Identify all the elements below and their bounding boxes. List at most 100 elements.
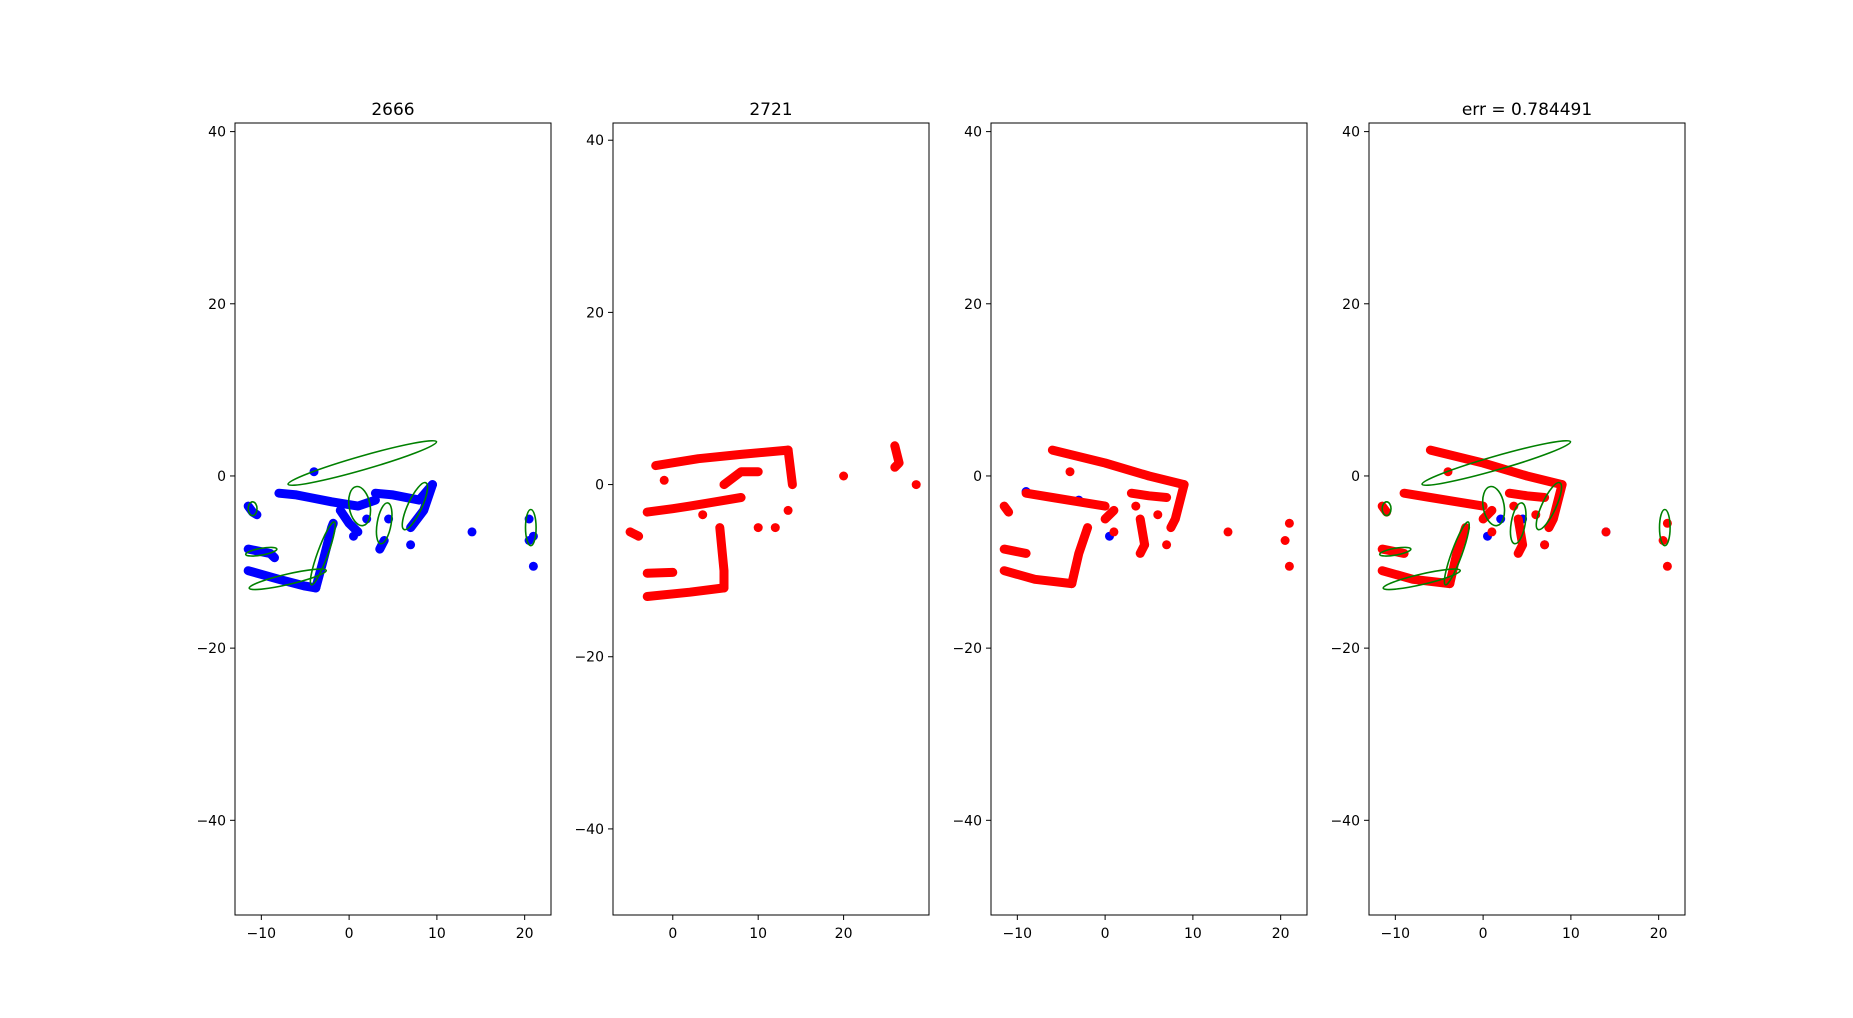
series-0-point-0 (839, 471, 849, 481)
series-2-ellipse-1 (1481, 485, 1506, 527)
subplot-2: 0 10 20 −40 −20 0 20 40 2721 (574, 100, 930, 942)
series-0-segment-3 (311, 518, 338, 593)
series-1-segment-1 (1166, 480, 1189, 533)
series-1-ellipse-8 (247, 501, 258, 517)
series-1-segment-2 (1067, 523, 1093, 589)
series-2-ellipse-6 (1443, 521, 1471, 586)
subplot-4: −10 0 10 20 −40 −20 0 20 40 err = 0.784491 (1330, 100, 1686, 942)
series-0-point-4 (770, 523, 780, 533)
series-0-point-7 (528, 561, 538, 571)
series-0-segment-2 (715, 523, 729, 593)
series-1-segment-0 (1425, 445, 1567, 490)
x-tick-label: 20 (516, 926, 534, 942)
y-tick-label: −40 (196, 813, 226, 829)
series-0-segment-3 (642, 583, 729, 601)
y-tick-label: −40 (574, 822, 604, 838)
series-0-segment-7 (719, 467, 763, 490)
y-tick-label: 40 (208, 125, 226, 141)
series-1-ellipse-6 (309, 521, 337, 586)
chart-title: err = 0.784491 (1462, 100, 1592, 120)
x-tick-label: 10 (428, 926, 446, 942)
series-1-point-4 (1280, 536, 1290, 545)
x-tick-label: 0 (345, 926, 354, 942)
series-2-ellipse-3 (1535, 481, 1563, 531)
x-tick-label: 0 (1101, 926, 1110, 942)
series-0-segment-2 (243, 566, 321, 593)
y-tick-label: 0 (595, 478, 604, 494)
series-1-point-2 (1162, 540, 1172, 550)
series-1-point-3 (1223, 527, 1233, 537)
y-tick-label: 40 (964, 125, 982, 141)
series-1-segment-9 (1135, 514, 1150, 558)
y-tick-label: −40 (1330, 813, 1360, 829)
subplot-1: −10 0 10 20 −40 −20 0 20 40 2666 (196, 100, 552, 942)
y-tick-label: 40 (1342, 125, 1360, 141)
plot-area (1377, 439, 1672, 591)
series-1-point-6 (1284, 518, 1294, 528)
series-2-ellipse-7 (1378, 546, 1412, 557)
x-tick-label: 10 (749, 926, 767, 942)
y-tick-label: 0 (1351, 469, 1360, 485)
series-2-ellipse-4 (1658, 508, 1671, 547)
x-tick-label: 10 (1184, 926, 1202, 942)
series-1-point-5 (1284, 561, 1294, 571)
series-0-point-5 (783, 505, 793, 515)
series-1-segment-3 (1377, 566, 1455, 589)
series-1-ellipse-4 (524, 508, 537, 547)
series-1-point-1 (1487, 527, 1497, 537)
x-tick-label: 20 (835, 926, 853, 942)
series-1-segment-6 (1399, 488, 1488, 511)
y-tick-label: −20 (574, 650, 604, 666)
x-tick-label: 0 (1479, 926, 1488, 942)
series-1-point-3 (1601, 527, 1611, 537)
series-2-ellipse-0 (1421, 439, 1572, 487)
series-1-ellipse-2 (375, 502, 393, 545)
series-1-ellipse-5 (248, 568, 328, 591)
axes-frame (1368, 122, 1686, 916)
series-1-ellipse-3 (401, 481, 429, 531)
series-0-segment-1 (783, 445, 797, 490)
y-tick-label: 20 (1342, 297, 1360, 313)
series-0-point-6 (698, 510, 708, 520)
series-0-segment-6 (406, 480, 437, 533)
x-tick-label: 0 (668, 926, 677, 942)
series-0-point-5 (467, 527, 477, 537)
plot-area (625, 441, 921, 601)
series-0-point-2 (659, 475, 669, 485)
y-tick-label: −20 (952, 641, 982, 657)
subplot-3: −10 0 10 20 −40 −20 0 20 40 (952, 122, 1308, 942)
series-1-ellipse-1 (347, 485, 372, 527)
y-tick-label: −40 (952, 813, 982, 829)
x-tick-label: −10 (1381, 926, 1411, 942)
y-tick-label: 40 (586, 133, 604, 149)
axes-frame (234, 122, 552, 916)
series-1-segment-2 (1445, 523, 1471, 589)
chart-title: 2721 (749, 100, 792, 120)
series-1-point-8 (1131, 501, 1141, 511)
series-1-segment-7 (1126, 488, 1172, 502)
series-2-ellipse-5 (1382, 568, 1462, 591)
series-1-segment-3 (999, 566, 1077, 589)
series-0-segment-8 (890, 441, 904, 472)
y-tick-label: 20 (964, 297, 982, 313)
series-0-segment-6 (642, 493, 746, 517)
y-tick-label: 0 (973, 469, 982, 485)
series-1-point-5 (1662, 561, 1672, 571)
series-2-ellipse-8 (1381, 501, 1392, 517)
series-1-segment-5 (999, 501, 1014, 517)
series-1-point-0 (1065, 467, 1075, 477)
series-0-segment-5 (625, 527, 644, 541)
series-2-ellipse-2 (1509, 502, 1527, 545)
series-1-segment-9 (1513, 514, 1528, 558)
series-0-point-1 (349, 531, 358, 541)
series-1-ellipse-7 (244, 546, 278, 557)
series-1-point-2 (1540, 540, 1550, 550)
series-1-segment-8 (1478, 505, 1497, 524)
series-1-segment-1 (1544, 480, 1567, 533)
y-tick-label: −20 (1330, 641, 1360, 657)
series-1-segment-6 (1021, 488, 1110, 511)
series-0-segment-0 (651, 445, 793, 471)
y-tick-label: 20 (586, 305, 604, 321)
y-tick-label: 0 (217, 469, 226, 485)
